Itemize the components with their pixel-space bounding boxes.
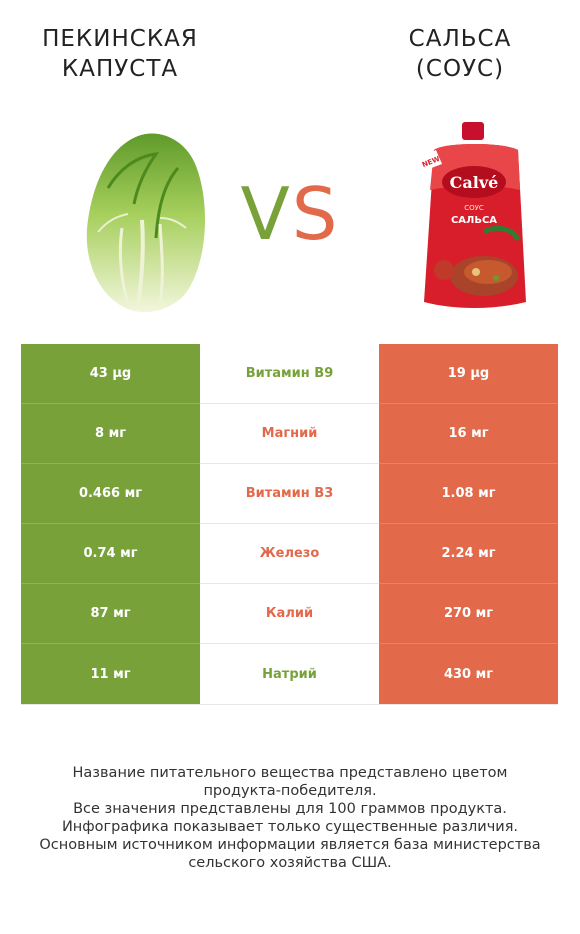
left-value: 43 µg [21,344,200,404]
footer-line: Основным источником информации является … [39,837,541,853]
footer-line: Название питательного вещества представл… [72,765,508,781]
pouch-name: САЛЬСА [451,215,497,226]
nutrient-name: Магний [200,404,379,464]
footer-line: Все значения представлены для 100 граммо… [73,801,507,817]
table-row: 87 мг Калий 270 мг [21,584,558,644]
table-row: 0.74 мг Железо 2.24 мг [21,524,558,584]
nutrient-name: Витамин B9 [200,344,379,404]
nutrient-name: Железо [200,524,379,584]
pouch-sub: СОУС [464,204,484,212]
left-value: 11 мг [21,644,200,704]
left-value: 8 мг [21,404,200,464]
footer-line: продукта-победителя. [203,783,377,799]
pouch-brand: Calvé [450,173,499,192]
left-title-line2: КАПУСТА [61,56,179,82]
left-product-title: ПЕКИНСКАЯ КАПУСТА [20,24,220,84]
vs-v: V [240,172,292,256]
table-row: 43 µg Витамин B9 19 µg [21,344,558,404]
table-row: 8 мг Магний 16 мг [21,404,558,464]
right-title-line2: (СОУС) [415,56,505,82]
footer-line: Инфографика показывает только существенн… [61,819,519,835]
right-value: 2.24 мг [379,524,558,584]
right-value: 270 мг [379,584,558,644]
left-title-line1: ПЕКИНСКАЯ [42,26,198,52]
right-value: 430 мг [379,644,558,704]
left-value: 87 мг [21,584,200,644]
table-row: 0.466 мг Витамин B3 1.08 мг [21,464,558,524]
footer-note: Название питательного вещества представл… [20,764,560,872]
right-value: 16 мг [379,404,558,464]
comparison-table: 43 µg Витамин B9 19 µg 8 мг Магний 16 мг… [21,344,558,704]
vs-label: VS [222,172,358,256]
left-value: 0.74 мг [21,524,200,584]
nutrient-name: Натрий [200,644,379,704]
nutrient-name: Витамин B3 [200,464,379,524]
right-title-line1: САЛЬСА [408,26,512,52]
table-row: 11 мг Натрий 430 мг [21,644,558,704]
napa-cabbage-image [86,133,206,312]
nutrient-name: Калий [200,584,379,644]
table-bottom-divider [21,704,558,705]
salsa-pouch-image: Calvé СОУС САЛЬСА NEW [420,122,526,308]
right-value: 19 µg [379,344,558,404]
right-value: 1.08 мг [379,464,558,524]
vs-s: S [291,172,340,256]
footer-line: сельского хозяйства США. [188,855,392,871]
right-product-title: САЛЬСА (СОУС) [360,24,560,84]
left-value: 0.466 мг [21,464,200,524]
